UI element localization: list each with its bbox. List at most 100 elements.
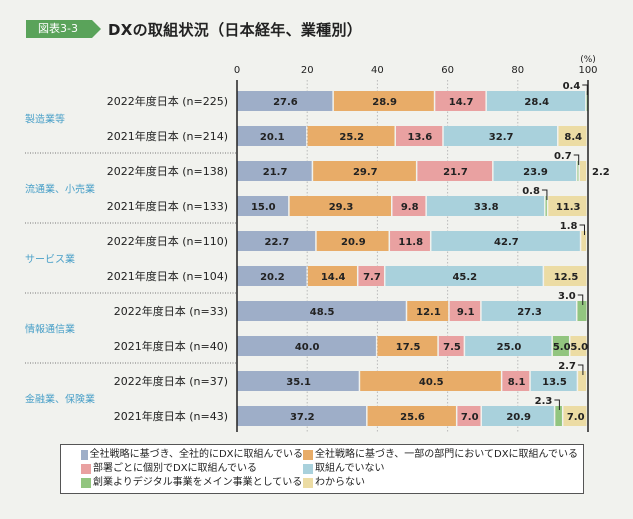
legend-item: 創業よりデジタル事業をメイン事業としている	[81, 476, 303, 490]
callout-leader	[573, 154, 580, 165]
bar-segment	[579, 161, 587, 181]
row-label: 2021年度日本 (n=214)	[107, 129, 228, 143]
data-label: 48.5	[310, 307, 335, 318]
data-label: 7.0	[567, 412, 585, 423]
data-label: 45.2	[452, 272, 477, 283]
figure-tag: 図表3-3	[26, 20, 101, 38]
x-tick-label: 80	[511, 65, 524, 76]
row-label: 2022年度日本 (n=138)	[107, 164, 228, 178]
bar-segment	[577, 161, 579, 181]
chart-title: DXの取組状況（日本経年、業種別）	[107, 20, 363, 39]
bar-segment	[544, 266, 587, 286]
callout-leader	[541, 189, 548, 200]
data-label: 21.7	[263, 167, 288, 178]
callout-label: 0.7	[554, 151, 572, 162]
bar-segment	[307, 126, 395, 146]
bar-segment	[237, 301, 406, 321]
data-label: 7.7	[363, 272, 381, 283]
callout-label: 2.2	[592, 167, 610, 178]
legend-swatch	[81, 478, 91, 488]
bar-segment	[493, 161, 576, 181]
legend-swatch	[303, 450, 313, 460]
callout-leader	[554, 399, 560, 410]
bar-segment	[316, 231, 389, 251]
data-label: 17.5	[396, 342, 421, 353]
bar-segment	[548, 196, 587, 216]
row-label: 2021年度日本 (n=104)	[107, 269, 228, 283]
bar-segment	[435, 91, 486, 111]
legend-item: 全社戦略に基づき、全社的にDXに取組んでいる	[81, 448, 303, 462]
row-label: 2022年度日本 (n=110)	[107, 234, 228, 248]
row-label: 2021年度日本 (n=40)	[114, 339, 228, 353]
data-label: 22.7	[264, 237, 289, 248]
legend-item: わからない	[303, 476, 365, 490]
legend-swatch	[303, 478, 313, 488]
bar-segment	[360, 371, 501, 391]
bar-segment	[563, 406, 587, 426]
data-label: 11.3	[556, 202, 581, 213]
data-label: 33.8	[474, 202, 499, 213]
group-label: サービス業	[25, 253, 75, 266]
data-label: 35.1	[286, 377, 311, 388]
data-label: 7.0	[461, 412, 479, 423]
data-label: 9.1	[457, 307, 475, 318]
callout-label: 0.4	[563, 81, 581, 92]
bar-segment	[581, 231, 587, 251]
data-label: 9.8	[401, 202, 419, 213]
data-label: 20.1	[260, 132, 285, 143]
callout-label: 0.8	[522, 186, 540, 197]
data-label: 7.5	[443, 342, 461, 353]
bar-segment	[443, 126, 558, 146]
bar-segment	[417, 161, 493, 181]
data-label: 8.1	[508, 377, 526, 388]
data-label: 29.7	[353, 167, 378, 178]
x-tick-label: 0	[234, 65, 240, 76]
data-label: 14.7	[449, 97, 474, 108]
data-label: 27.3	[517, 307, 542, 318]
data-label: 27.6	[273, 97, 298, 108]
legend-item: 全社戦略に基づき、一部の部門においてDXに取組んでいる	[303, 448, 578, 462]
legend-swatch	[81, 450, 88, 460]
x-tick-label: 60	[441, 65, 454, 76]
title-bar: 図表3-3 DXの取組状況（日本経年、業種別）	[26, 18, 362, 40]
bar-segment	[385, 266, 543, 286]
data-label: 5.0	[553, 342, 571, 353]
bar-segment	[237, 406, 367, 426]
data-label: 21.7	[443, 167, 468, 178]
data-label: 29.3	[329, 202, 354, 213]
data-label: 42.7	[494, 237, 519, 248]
bar-segment	[426, 196, 545, 216]
bar-segment	[237, 196, 289, 216]
data-label: 20.2	[260, 272, 285, 283]
bar-segment	[237, 266, 307, 286]
bar-segment	[552, 336, 569, 356]
group-label: 製造業等	[25, 113, 65, 126]
group-label: 金融業、保険業	[25, 393, 95, 406]
data-label: 25.0	[497, 342, 522, 353]
callout-label: 1.8	[560, 221, 578, 232]
data-label: 20.9	[341, 237, 366, 248]
callout-label: 2.3	[535, 396, 553, 407]
callout-leader	[579, 224, 585, 235]
bar-segment	[289, 196, 391, 216]
data-label: 11.8	[398, 237, 423, 248]
bar-segment	[367, 406, 456, 426]
data-label: 13.5	[542, 377, 567, 388]
x-tick-label: 100	[578, 65, 597, 76]
data-label: 28.4	[524, 97, 549, 108]
legend-row: 創業よりデジタル事業をメイン事業としている わからない	[81, 476, 583, 490]
bar-segment	[481, 301, 576, 321]
callout-leader	[577, 294, 584, 305]
row-label: 2022年度日本 (n=225)	[107, 94, 228, 108]
bar-segment	[578, 371, 587, 391]
bar-segment	[558, 126, 587, 146]
group-label: 情報通信業	[25, 323, 75, 336]
bar-segment	[396, 126, 443, 146]
bar-segment	[307, 266, 357, 286]
bar-segment	[431, 231, 580, 251]
bar-segment	[449, 301, 481, 321]
legend-row: 全社戦略に基づき、全社的にDXに取組んでいる 全社戦略に基づき、一部の部門におい…	[81, 448, 583, 462]
bar-segment	[465, 336, 552, 356]
data-label: 25.6	[400, 412, 425, 423]
data-label: 25.2	[339, 132, 364, 143]
